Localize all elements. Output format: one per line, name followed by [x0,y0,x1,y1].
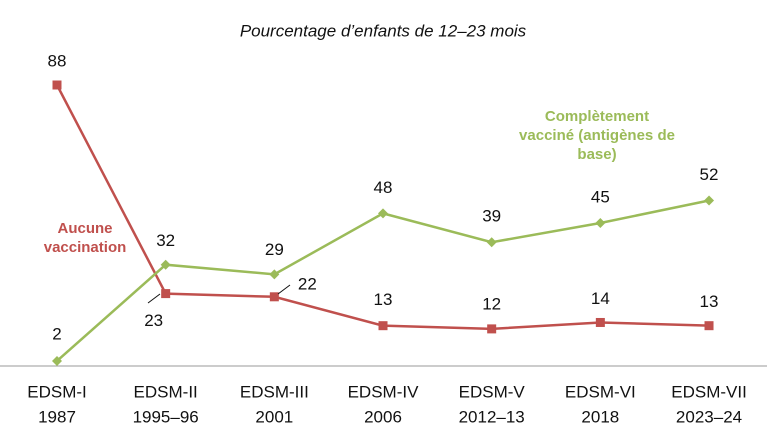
data-label: 32 [156,231,175,250]
marker [378,321,388,331]
chart-title: Pourcentage d’enfants de 12–23 mois [240,21,527,40]
x-tick-label: 1987 [38,407,76,426]
marker [487,324,497,334]
marker [269,292,279,302]
data-label: 88 [48,51,67,70]
x-tick-label: 2018 [581,407,619,426]
x-tick-label: 1995–96 [133,407,199,426]
x-tick-label: 2023–24 [676,407,742,426]
marker [595,217,606,228]
x-tick-label: EDSM-II [134,382,198,401]
marker [704,321,714,331]
x-tick-label: EDSM-III [240,382,309,401]
data-label: 22 [298,274,317,293]
series-label: Aucune vaccination [43,220,127,256]
data-label: 29 [265,240,284,259]
series-line [56,199,710,362]
marker [595,317,605,327]
data-label: 14 [591,289,610,308]
data-label: 23 [144,311,163,330]
marker [52,80,62,90]
data-label: 45 [591,187,610,206]
x-tick-label: EDSM-IV [348,382,420,401]
x-tick-label: EDSM-V [459,382,526,401]
data-label: 12 [482,294,501,313]
marker [704,195,715,206]
leader-line [277,284,291,295]
data-label: 2 [52,324,61,343]
marker [161,289,171,299]
marker [486,237,497,248]
x-tick-label: EDSM-VI [565,382,636,401]
x-tick-label: 2001 [255,407,293,426]
x-tick-label: EDSM-VII [671,382,747,401]
x-tick-label: 2012–13 [459,407,525,426]
data-label: 48 [374,178,393,197]
data-label: 39 [482,207,501,226]
marker [52,355,62,366]
marker [378,208,389,219]
data-label: 52 [700,165,719,184]
marker [269,269,280,280]
series-label: Complètement vacciné (antigènes de base) [519,108,675,163]
data-label: 13 [700,292,719,311]
leader-line [147,293,161,304]
data-label: 13 [374,290,393,309]
x-tick-label: 2006 [364,407,402,426]
marker [160,259,171,270]
x-tick-label: EDSM-I [27,382,87,401]
